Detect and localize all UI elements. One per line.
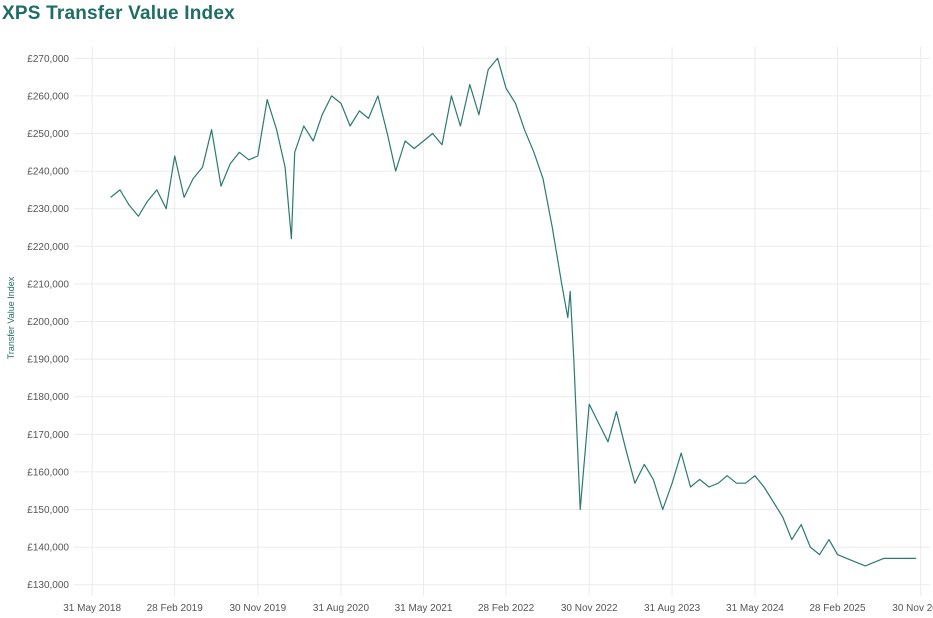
y-tick-label: £180,000 — [27, 392, 69, 403]
x-axis: 31 May 2018 28 Feb 2019 30 Nov 2019 31 Aug … — [63, 603, 933, 614]
x-tick-label: 28 Feb 2019 — [147, 603, 204, 614]
chart-title: XPS Transfer Value Index — [2, 3, 235, 24]
y-tick-label: £130,000 — [27, 580, 69, 591]
series-line — [110, 57, 917, 567]
y-tick-label: £160,000 — [27, 467, 69, 478]
y-tick-label: £170,000 — [27, 430, 69, 441]
x-tick-label: 31 May 2018 — [63, 603, 121, 614]
y-tick-label: £230,000 — [27, 204, 69, 215]
x-tick-label: 30 Nov 2025 — [892, 603, 933, 614]
y-axis: £130,000 £140,000 £150,000 £160,000 £170,000… — [27, 54, 69, 591]
y-axis-label: Transfer Value Index — [6, 276, 16, 359]
y-tick-label: £190,000 — [27, 355, 69, 366]
x-tick-label: 30 Nov 2019 — [229, 603, 286, 614]
y-tick-label: £250,000 — [27, 129, 69, 140]
y-tick-label: £270,000 — [27, 54, 69, 65]
y-tick-label: £220,000 — [27, 242, 69, 253]
y-tick-label: £240,000 — [27, 167, 69, 178]
x-tick-label: 30 Nov 2022 — [561, 603, 618, 614]
series-layer — [110, 57, 917, 567]
x-tick-label: 31 May 2024 — [726, 603, 784, 614]
y-tick-label: £150,000 — [27, 505, 69, 516]
x-tick-label: 28 Feb 2022 — [478, 603, 535, 614]
y-tick-label: £200,000 — [27, 317, 69, 328]
y-tick-label: £140,000 — [27, 543, 69, 554]
x-tick-label: 31 May 2021 — [395, 603, 453, 614]
grid — [74, 47, 930, 596]
x-tick-label: 31 Aug 2023 — [644, 603, 701, 614]
x-tick-label: 31 Aug 2020 — [313, 603, 370, 614]
y-tick-label: £260,000 — [27, 91, 69, 102]
y-tick-label: £210,000 — [27, 279, 69, 290]
x-tick-label: 28 Feb 2025 — [809, 603, 866, 614]
